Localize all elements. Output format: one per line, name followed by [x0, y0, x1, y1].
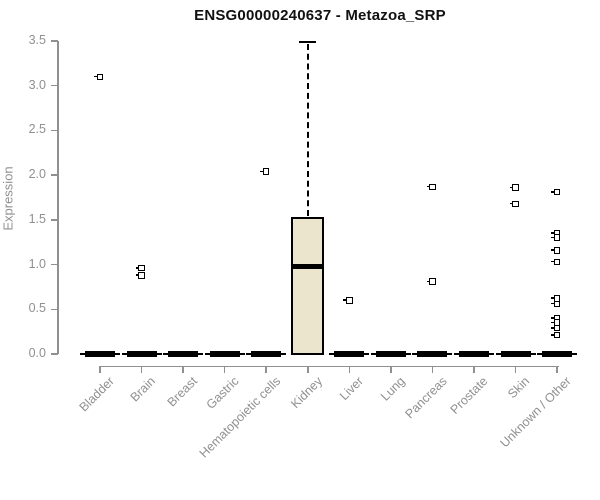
outlier-point	[343, 297, 353, 304]
y-tick	[51, 174, 58, 176]
collapsed-box	[85, 351, 115, 357]
x-tick-label: Breast	[164, 374, 201, 410]
y-axis-line	[57, 41, 59, 354]
y-tick	[51, 353, 58, 355]
y-tick-label: 1.5	[28, 211, 46, 226]
x-tick-label: Hematopoietic cells	[196, 374, 284, 461]
collapsed-box	[251, 351, 282, 357]
collapsed-box	[334, 351, 365, 357]
y-tick-label: 2.5	[28, 122, 46, 137]
outlier-point	[509, 200, 519, 207]
x-tick-label: Liver	[337, 374, 367, 404]
x-tick-label: Lung	[378, 374, 408, 404]
x-tick-label: Brain	[127, 374, 159, 405]
x-axis-line	[98, 365, 559, 367]
x-tick-label: Gastric	[203, 374, 242, 412]
collapsed-box	[375, 351, 406, 357]
x-tick	[182, 366, 184, 373]
y-tick	[51, 308, 58, 311]
collapsed-box	[542, 351, 573, 357]
box	[291, 217, 325, 355]
y-tick	[51, 84, 58, 87]
x-tick-label: Skin	[505, 374, 533, 402]
outlier-point	[426, 183, 436, 191]
y-tick	[51, 40, 58, 42]
whisker-cap	[299, 40, 317, 44]
y-tick-label: 3.5	[28, 33, 46, 47]
outlier-point	[551, 324, 561, 332]
outlier-point	[135, 272, 145, 279]
x-tick	[556, 366, 558, 373]
y-tick	[51, 219, 58, 221]
collapsed-box	[209, 351, 240, 357]
outlier-point	[260, 168, 270, 175]
collapsed-box	[168, 351, 199, 357]
y-tick-label: 0.0	[28, 346, 46, 360]
x-tick	[390, 366, 392, 373]
y-tick-label: 0.5	[28, 301, 46, 316]
whisker	[306, 43, 309, 217]
x-tick	[514, 366, 517, 373]
x-tick-label: Prostate	[448, 374, 491, 417]
y-tick	[51, 129, 58, 132]
outlier-point	[551, 234, 561, 241]
outlier-point	[509, 184, 519, 191]
box-median	[291, 263, 325, 269]
collapsed-box	[458, 351, 489, 357]
y-tick-label: 2.0	[28, 167, 46, 182]
outlier-point	[94, 73, 104, 81]
x-tick	[140, 366, 143, 373]
outlier-point	[551, 247, 561, 254]
collapsed-box	[417, 351, 448, 357]
x-tick	[223, 366, 226, 373]
x-tick	[473, 366, 475, 373]
y-tick	[51, 263, 58, 266]
x-tick	[265, 366, 267, 373]
x-tick-label: Pancreas	[402, 374, 450, 422]
x-tick	[307, 366, 309, 373]
y-tick-label: 1.0	[28, 256, 46, 271]
chart-title: ENSG00000240637 - Metazoa_SRP	[194, 7, 446, 24]
outlier-point	[135, 264, 145, 272]
collapsed-box	[126, 351, 157, 357]
x-tick	[99, 366, 101, 373]
outlier-point	[551, 188, 561, 196]
y-axis-label: Expression	[0, 166, 16, 231]
outlier-point	[426, 278, 436, 285]
collapsed-box	[500, 351, 531, 357]
x-tick-label: Kidney	[287, 374, 325, 411]
x-tick	[431, 366, 434, 373]
y-tick-label: 3.0	[28, 77, 46, 92]
outlier-point	[551, 300, 561, 308]
x-tick-label: Bladder	[76, 374, 117, 415]
x-tick	[348, 366, 351, 373]
outlier-point	[551, 331, 561, 339]
outlier-point	[551, 258, 561, 266]
